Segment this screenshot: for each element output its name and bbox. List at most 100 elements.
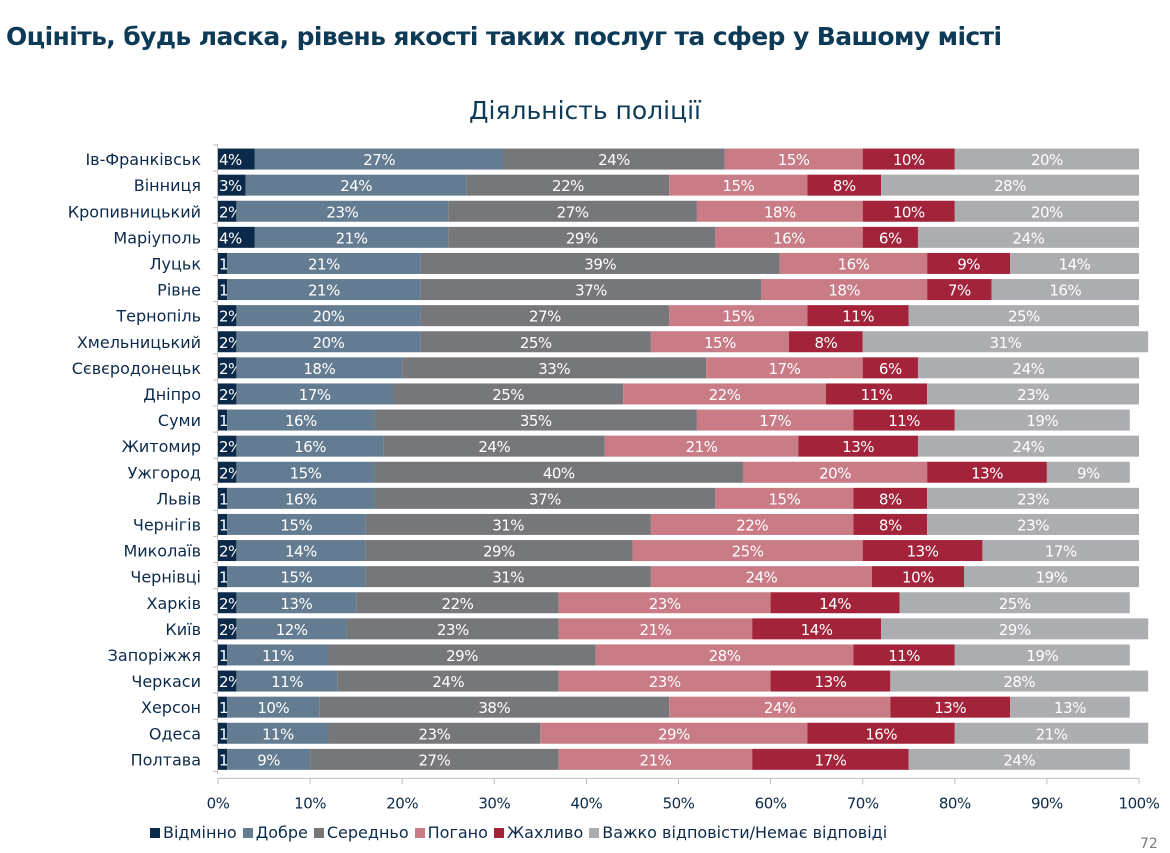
bar-segment [540,722,808,744]
data-label: 7% [948,282,971,300]
data-label: 33% [538,360,570,378]
bar-segment [650,331,790,353]
bar-segment [236,670,338,692]
bar-segment [218,722,228,744]
x-tick-label: 40% [570,794,602,812]
bar-segment [862,200,955,222]
data-label: 24% [340,177,372,195]
data-label: 18% [303,360,335,378]
data-label: 27% [557,203,589,221]
data-label: 39% [584,255,616,273]
x-tick-label: 70% [847,794,879,812]
bar-segment [927,252,1011,274]
data-label: 31% [492,569,524,587]
data-label: 17% [815,751,847,769]
legend-swatch [414,827,425,838]
category-label: Вінниця [134,176,201,195]
bar-segment [310,748,559,770]
bar-segment [595,644,854,666]
bar-segment [954,722,1149,744]
data-label: 23% [326,203,358,221]
bar-segment [761,279,928,301]
bar-segment [917,435,1139,457]
legend-item: Середньо [313,823,409,842]
data-label: 19% [1026,647,1058,665]
category-label: Черкаси [131,672,201,691]
bar-segment [227,696,320,718]
data-label: 20% [313,308,345,326]
bar-segment [227,513,366,535]
bar-segment [392,383,624,405]
data-label: 23% [437,621,469,639]
bar-segment [853,487,928,509]
data-label: 15% [280,516,312,534]
data-label: 29% [658,725,690,743]
bar-segment [218,618,237,640]
category-label: Ужгород [128,463,201,482]
data-label: 11% [861,386,893,404]
data-label: 9% [957,255,980,273]
data-label: 10% [893,151,925,169]
category-label: Дніпро [143,385,201,404]
bar-segment [328,644,596,666]
data-label: 29% [566,229,598,247]
data-label: 29% [999,621,1031,639]
x-tick-label: 100% [1119,794,1160,812]
legend-label: Відмінно [163,823,237,842]
bar-segment [236,435,384,457]
bar-segment [927,279,992,301]
legend-item: Погано [414,823,488,842]
category-label: Маріуполь [113,228,201,247]
bar-segment [236,331,421,353]
data-label: 15% [704,334,736,352]
bar-segment [558,618,753,640]
data-label: 11% [262,647,294,665]
category-label: Одеса [149,724,201,743]
bar-segment [218,200,237,222]
bar-segment [420,305,670,327]
bar-segment [862,357,918,379]
bar-segment [218,226,255,248]
bar-segment [807,722,955,744]
data-label: 31% [990,334,1022,352]
bar-segment [218,513,228,535]
bar-segment [218,252,228,274]
data-label: 23% [419,725,451,743]
legend-label: Важко відповісти/Немає відповіді [602,823,888,842]
data-label: 6% [879,360,902,378]
bar-segment [982,540,1139,562]
data-label: 24% [1013,360,1045,378]
bar-segment [558,748,753,770]
category-label: Хмельницький [77,333,201,352]
data-label: 37% [529,490,561,508]
bar-segment [236,592,357,614]
category-label: Чернігів [133,515,201,534]
bar-segment [218,435,237,457]
legend-swatch [313,827,324,838]
data-label: 21% [640,621,672,639]
data-label: 13% [280,595,312,613]
legend-label: Середньо [326,823,409,842]
bar-segment [890,696,1011,718]
bar-segment [927,513,1139,535]
bar-segment [604,435,799,457]
bar-segment [218,305,237,327]
data-label: 16% [285,490,317,508]
bar-segment [365,540,633,562]
bar-segment [715,226,863,248]
data-label: 20% [1031,203,1063,221]
category-label: Херсон [141,698,201,717]
data-label: 15% [768,490,800,508]
data-label: 8% [814,334,837,352]
data-label: 11% [271,673,303,691]
bar-segment [752,618,882,640]
data-label: 25% [520,334,552,352]
data-label: 15% [778,151,810,169]
bar-segment [218,357,237,379]
data-label: 16% [773,229,805,247]
bar-segment [218,644,228,666]
bar-segment [420,279,762,301]
category-label: Київ [165,620,201,639]
bar-segment [236,540,366,562]
data-label: 22% [709,386,741,404]
